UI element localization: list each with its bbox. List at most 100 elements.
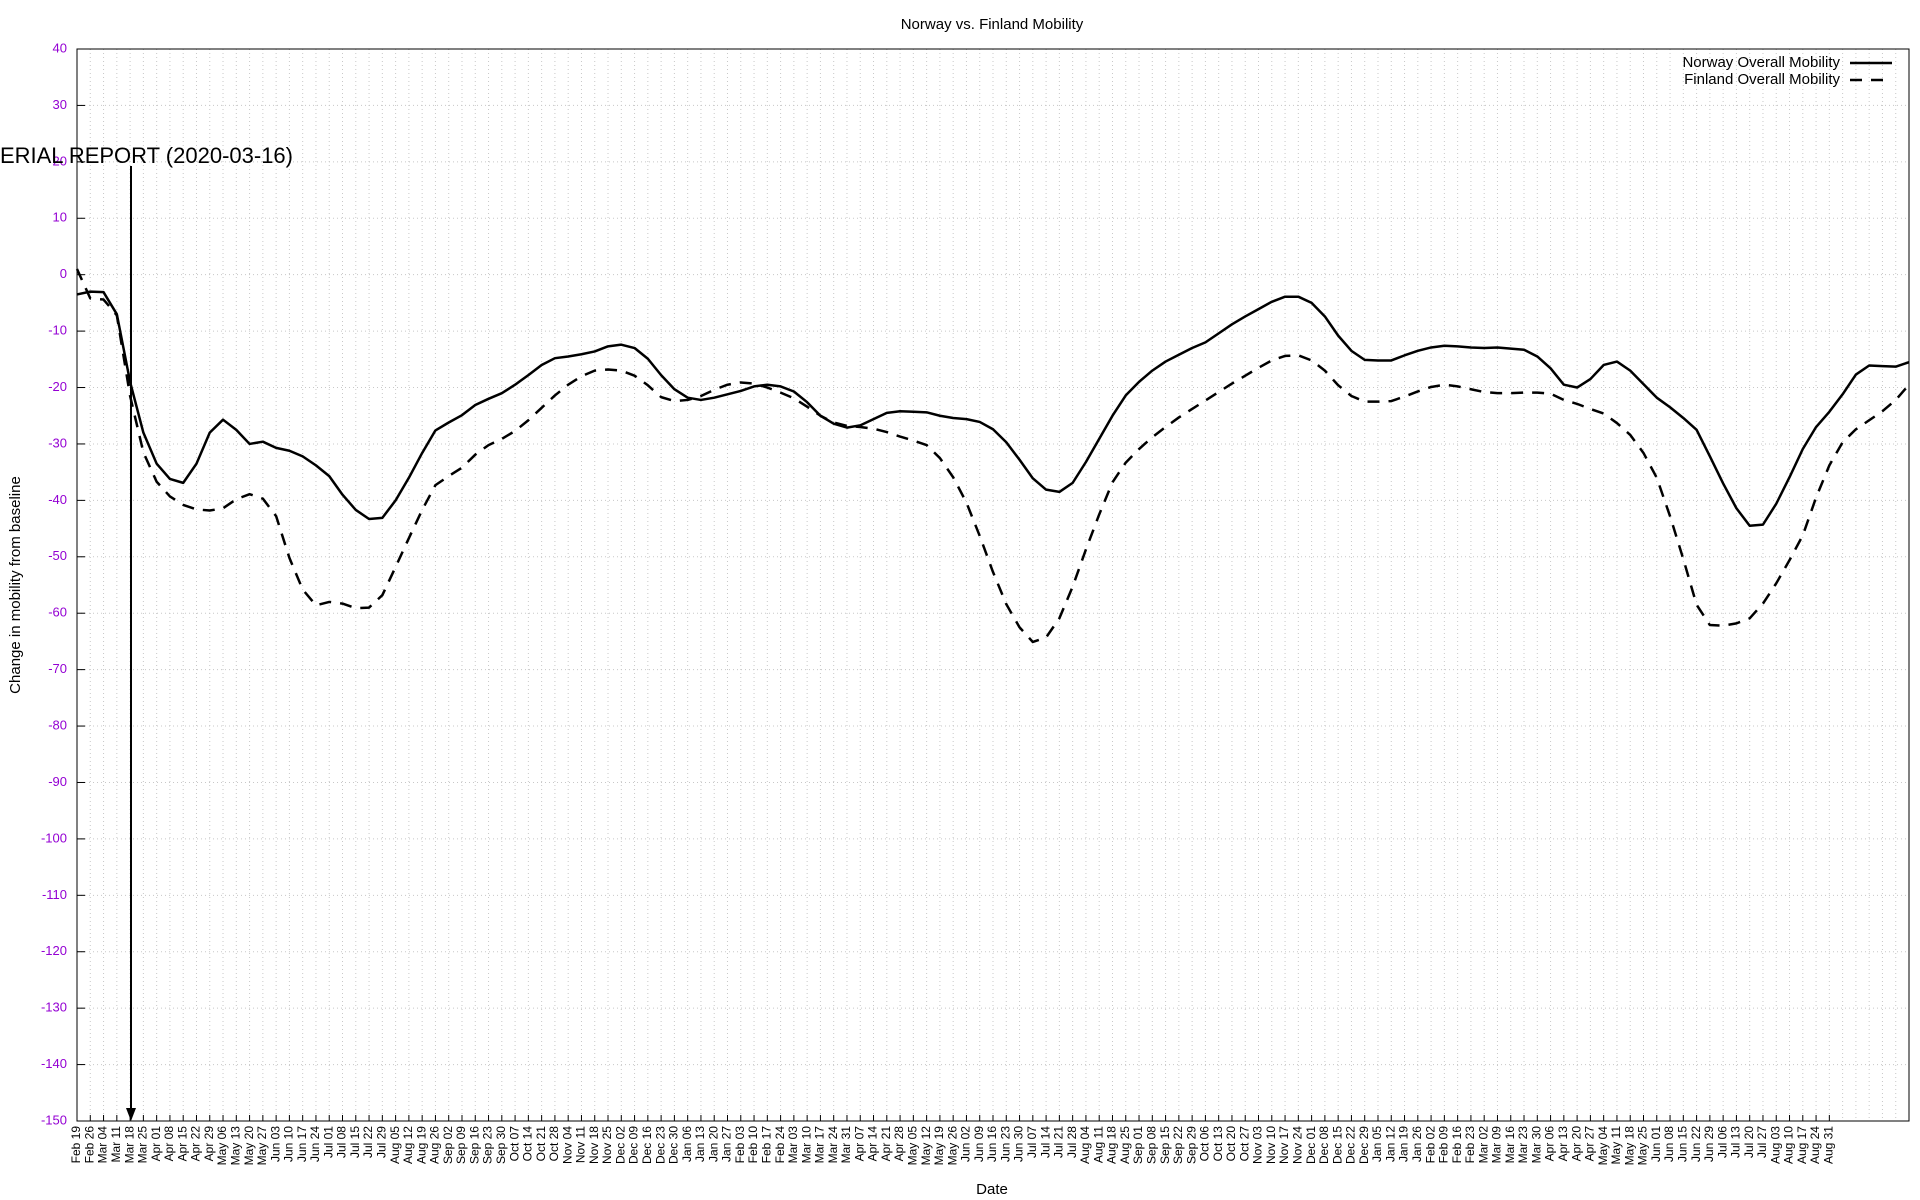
y-tick-label: 30 xyxy=(53,97,67,112)
y-tick-label: -60 xyxy=(48,605,67,620)
x-tick-label: Jan 20 xyxy=(706,1126,720,1162)
x-tick-label: Apr 06 xyxy=(1543,1126,1557,1162)
y-tick-label: -70 xyxy=(48,661,67,676)
x-tick-label: Apr 14 xyxy=(866,1126,880,1162)
x-tick-label: Mar 24 xyxy=(826,1126,840,1164)
x-tick-label: Jun 08 xyxy=(1662,1126,1676,1162)
legend-label: Finland Overall Mobility xyxy=(1684,71,1840,88)
x-tick-label: May 04 xyxy=(1596,1126,1610,1166)
x-tick-label: Aug 18 xyxy=(1105,1126,1119,1164)
x-tick-label: Nov 10 xyxy=(1264,1126,1278,1164)
x-tick-label: Jan 27 xyxy=(720,1126,734,1162)
x-tick-label: Jan 19 xyxy=(1397,1126,1411,1162)
x-tick-label: Nov 03 xyxy=(1251,1126,1265,1164)
x-tick-label: Feb 10 xyxy=(746,1126,760,1164)
x-tick-label: Jul 08 xyxy=(335,1126,349,1158)
x-tick-label: May 18 xyxy=(1622,1126,1636,1166)
y-tick-label: -90 xyxy=(48,774,67,789)
x-tick-label: Jul 06 xyxy=(1715,1126,1729,1158)
x-tick-label: May 11 xyxy=(1609,1126,1623,1165)
x-tick-label: Dec 01 xyxy=(1304,1126,1318,1164)
x-tick-label: Feb 26 xyxy=(82,1126,96,1164)
x-tick-label: Jun 01 xyxy=(1649,1126,1663,1162)
y-tick-label: -110 xyxy=(42,887,67,902)
x-tick-label: Jan 12 xyxy=(1383,1126,1397,1162)
y-tick-label: -150 xyxy=(41,1112,67,1127)
x-tick-label: Sep 09 xyxy=(454,1126,468,1164)
x-tick-label: Nov 24 xyxy=(1291,1126,1305,1164)
x-tick-label: Apr 21 xyxy=(879,1126,893,1162)
x-tick-label: Dec 09 xyxy=(627,1126,641,1164)
x-tick-label: Jun 16 xyxy=(985,1126,999,1162)
x-tick-label: Jul 13 xyxy=(1729,1126,1743,1158)
x-tick-label: Apr 08 xyxy=(162,1126,176,1162)
x-tick-label: Nov 25 xyxy=(600,1126,614,1164)
y-tick-label: -50 xyxy=(48,548,67,563)
x-tick-label: Sep 23 xyxy=(481,1126,495,1164)
x-tick-label: Mar 17 xyxy=(813,1126,827,1164)
x-tick-label: Jun 29 xyxy=(1702,1126,1716,1162)
x-tick-label: Jun 30 xyxy=(1012,1126,1026,1162)
x-tick-label: Apr 22 xyxy=(189,1126,203,1162)
x-tick-label: Dec 30 xyxy=(667,1126,681,1164)
y-tick-label: -130 xyxy=(41,1000,67,1015)
x-tick-label: Dec 23 xyxy=(653,1126,667,1164)
x-tick-label: Dec 02 xyxy=(613,1126,627,1164)
x-tick-label: May 25 xyxy=(1636,1126,1650,1166)
x-tick-label: Sep 30 xyxy=(494,1126,508,1164)
x-tick-label: Sep 01 xyxy=(1131,1126,1145,1164)
x-tick-label: Aug 31 xyxy=(1822,1126,1836,1164)
x-tick-label: May 20 xyxy=(242,1126,256,1166)
x-tick-label: Feb 19 xyxy=(69,1126,83,1164)
x-tick-label: Jan 06 xyxy=(680,1126,694,1162)
x-tick-label: Aug 25 xyxy=(1118,1126,1132,1164)
x-tick-label: Oct 20 xyxy=(1224,1126,1238,1162)
x-tick-label: Mar 18 xyxy=(122,1126,136,1164)
x-tick-label: Oct 27 xyxy=(1237,1126,1251,1162)
x-tick-label: Jun 15 xyxy=(1675,1126,1689,1162)
x-tick-label: Jun 23 xyxy=(998,1126,1012,1162)
x-tick-label: Feb 02 xyxy=(1423,1126,1437,1164)
x-tick-label: Nov 17 xyxy=(1277,1126,1291,1164)
x-axis-label: Date xyxy=(976,1181,1008,1198)
legend-label: Norway Overall Mobility xyxy=(1682,54,1840,71)
x-tick-label: May 12 xyxy=(919,1126,933,1166)
x-tick-label: Dec 08 xyxy=(1317,1126,1331,1164)
x-tick-label: Jul 28 xyxy=(1065,1126,1079,1158)
annotation-arrow-head xyxy=(126,1108,136,1121)
series-line xyxy=(75,268,1910,644)
x-tick-label: Oct 07 xyxy=(507,1126,521,1162)
x-tick-label: Aug 10 xyxy=(1782,1126,1796,1164)
x-tick-label: Mar 23 xyxy=(1516,1126,1530,1164)
x-tick-label: Apr 27 xyxy=(1583,1126,1597,1162)
x-tick-label: Jun 09 xyxy=(972,1126,986,1162)
x-tick-label: Aug 11 xyxy=(1091,1126,1105,1163)
x-tick-label: May 19 xyxy=(932,1126,946,1166)
x-tick-label: Nov 04 xyxy=(560,1126,574,1164)
x-tick-label: Mar 09 xyxy=(1490,1126,1504,1164)
y-tick-label: -30 xyxy=(48,435,67,450)
x-tick-label: Sep 02 xyxy=(441,1126,455,1164)
x-tick-label: Jun 22 xyxy=(1689,1126,1703,1162)
x-tick-label: Nov 18 xyxy=(587,1126,601,1164)
x-tick-label: Aug 19 xyxy=(414,1126,428,1164)
x-tick-label: Apr 13 xyxy=(1556,1126,1570,1162)
x-tick-label: Mar 03 xyxy=(786,1126,800,1164)
tick-labels: -150-140-130-120-110-100-90-80-70-60-50-… xyxy=(41,40,1836,1165)
x-tick-label: Aug 03 xyxy=(1768,1126,1782,1164)
x-tick-label: Apr 20 xyxy=(1569,1126,1583,1162)
x-tick-label: Aug 24 xyxy=(1808,1126,1822,1164)
y-tick-label: -20 xyxy=(48,379,67,394)
x-tick-label: Sep 22 xyxy=(1171,1126,1185,1164)
y-tick-label: 40 xyxy=(53,40,67,55)
x-tick-label: Apr 07 xyxy=(852,1126,866,1162)
x-tick-label: Feb 24 xyxy=(773,1126,787,1164)
x-tick-label: Aug 17 xyxy=(1795,1126,1809,1164)
x-tick-label: Oct 14 xyxy=(521,1126,535,1162)
x-tick-label: Sep 15 xyxy=(1158,1126,1172,1164)
grid xyxy=(76,48,1910,1122)
x-tick-label: Aug 04 xyxy=(1078,1126,1092,1164)
